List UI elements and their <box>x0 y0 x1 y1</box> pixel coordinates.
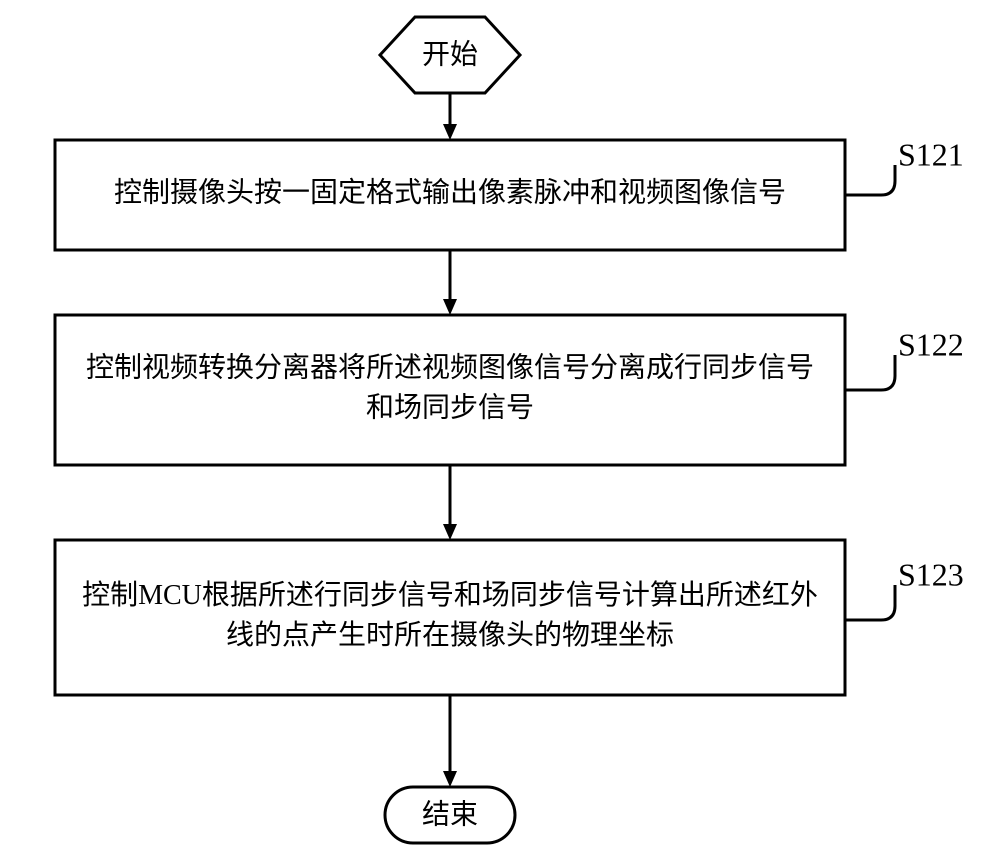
end-label: 结束 <box>422 798 478 830</box>
process-box-s123 <box>55 540 845 695</box>
process-text-s121-line0: 控制摄像头按一固定格式输出像素脉冲和视频图像信号 <box>114 176 786 208</box>
step-label-s122: S122 <box>898 326 964 362</box>
step-label-s123: S123 <box>898 556 964 592</box>
process-text-s122-line1: 和场同步信号 <box>366 391 534 423</box>
step-label-s121: S121 <box>898 136 964 172</box>
process-text-s123-line1: 线的点产生时所在摄像头的物理坐标 <box>226 619 674 651</box>
process-text-s122-line0: 控制视频转换分离器将所述视频图像信号分离成行同步信号 <box>86 351 814 383</box>
process-box-s122 <box>55 315 845 465</box>
process-text-s123-line0: 控制MCU根据所述行同步信号和场同步信号计算出所述红外 <box>82 579 818 611</box>
start-label: 开始 <box>422 38 478 70</box>
